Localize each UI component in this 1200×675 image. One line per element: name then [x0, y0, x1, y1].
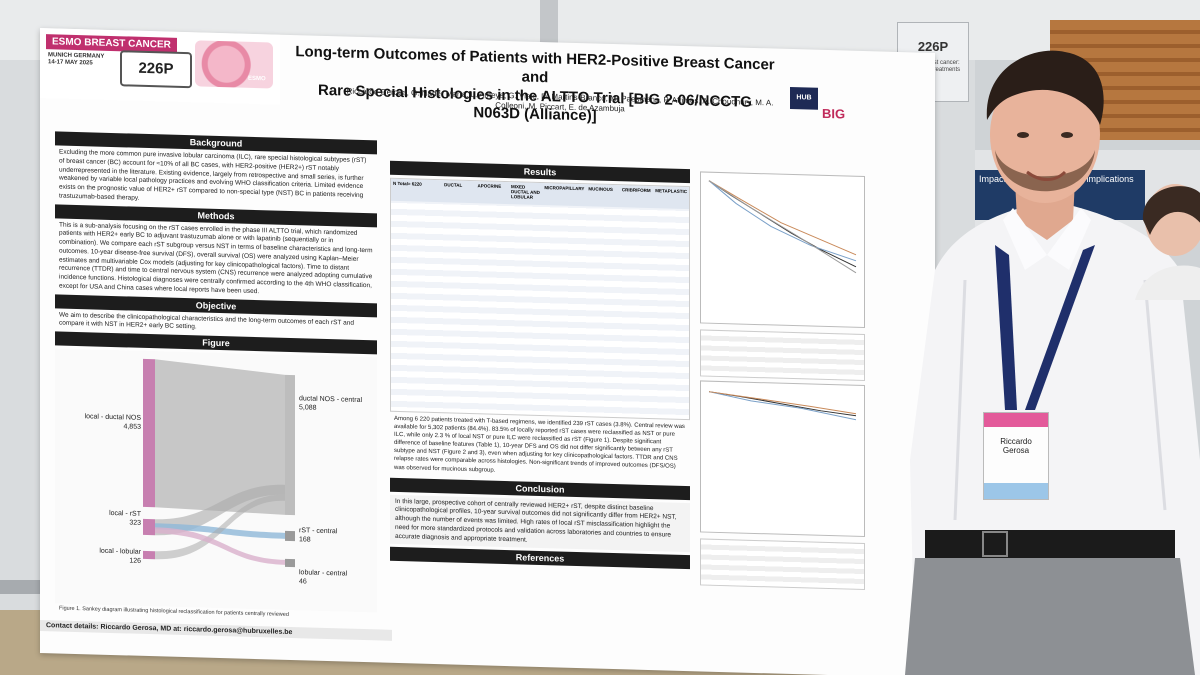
- lanyard-right: [1025, 245, 1095, 410]
- esmo-logo: ESMO: [248, 75, 266, 83]
- table-col-0: N Total= 6220: [393, 180, 422, 187]
- background-attendee: [1135, 184, 1200, 300]
- contact-details-1: Contact details: Riccardo Gerosa, MD at:…: [46, 622, 293, 637]
- hub-logo: HUB: [790, 86, 818, 110]
- sankey-right-rst: rST - central 168: [299, 527, 377, 546]
- results-text: Among 6 220 patients treated with T-base…: [394, 415, 685, 474]
- research-poster: ESMO BREAST CANCER MUNICH GERMANY 14-17 …: [40, 28, 935, 675]
- os-km-svg: [708, 391, 857, 421]
- hair: [986, 50, 1104, 125]
- table-col-6: CRIBRIFORM: [621, 187, 651, 194]
- name-badge: Riccardo Gerosa: [983, 412, 1049, 500]
- poster-right-column: [700, 171, 865, 594]
- dfs-km-svg: [708, 180, 857, 274]
- badge-first-name: Riccardo: [1000, 437, 1032, 446]
- presenter: [905, 50, 1200, 675]
- sankey-figure: local - ductal NOS 4,853 local - rST 323…: [55, 348, 377, 613]
- big-logo: BIG: [822, 105, 846, 122]
- methods-text: This is a sub-analysis focusing on the r…: [59, 221, 373, 296]
- conclusion-text: In this large, prospective cohort of cen…: [390, 494, 690, 553]
- sankey-left-ductal: local - ductal NOS 4,853: [57, 413, 141, 432]
- badge-header: [984, 413, 1048, 427]
- table-col-4: MICROPAPILLARY: [544, 185, 585, 192]
- sankey-right-ductal: ductal NOS - central 5,088: [299, 395, 377, 414]
- table-col-7: METAPLASTIC: [655, 188, 687, 195]
- belt: [925, 530, 1175, 560]
- poster-header-band: ESMO BREAST CANCER MUNICH GERMANY 14-17 …: [40, 28, 280, 105]
- conference-location: MUNICH GERMANY 14-17 MAY 2025: [48, 52, 104, 68]
- badge-last-name: Gerosa: [1002, 446, 1030, 455]
- conference-name: ESMO BREAST CANCER: [46, 34, 177, 53]
- sankey-left-rst: local - rST 323: [57, 509, 141, 528]
- table-col-1: DUCTAL: [444, 182, 463, 188]
- poster-left-column: Background Excluding the more common pur…: [55, 128, 377, 622]
- background-text: Excluding the more common pure invasive …: [59, 148, 367, 202]
- table-col-2: APOCRINE: [477, 183, 502, 189]
- lanyard-left: [995, 245, 1017, 410]
- conference-dates: 14-17 MAY 2025: [48, 59, 93, 67]
- booth-sign-number: 226P: [917, 39, 949, 54]
- dfs-km-curve: [700, 171, 865, 329]
- face: [990, 67, 1100, 203]
- os-km-curve: [700, 380, 865, 538]
- baseline-table: N Total= 6220 DUCTAL APOCRINE MIXED DUCT…: [390, 177, 690, 421]
- table-col-3: MIXED DUCTAL AND LOBULAR: [510, 184, 540, 200]
- trousers: [905, 558, 1195, 675]
- dfs-risk-table: [700, 329, 865, 382]
- sankey-right-lobular: lobular - central 46: [299, 569, 377, 588]
- sankey-right-lobular-value: 46: [299, 577, 307, 586]
- poster-number: 226P: [120, 50, 192, 89]
- contact-details: Contact details: Riccardo Gerosa, MD at:…: [40, 620, 392, 641]
- table-col-5: MUCINOUS: [588, 186, 613, 193]
- baseline-table-header: N Total= 6220 DUCTAL APOCRINE MIXED DUCT…: [391, 178, 689, 210]
- os-risk-table: [700, 538, 865, 591]
- sankey-left-lobular: local - lobular 126: [57, 547, 141, 566]
- sankey-diagram: [143, 359, 295, 568]
- badge-footer: [984, 483, 1048, 499]
- poster-middle-column: Results N Total= 6220 DUCTAL APOCRINE MI…: [390, 158, 690, 573]
